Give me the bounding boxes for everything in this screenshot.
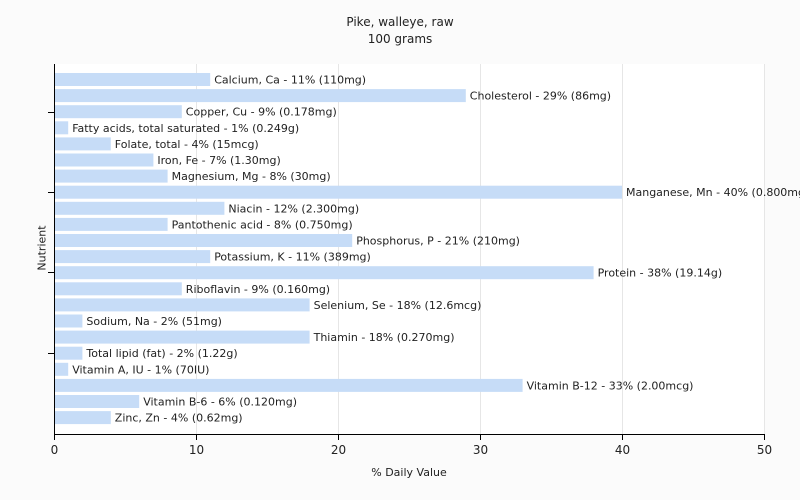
bar bbox=[55, 362, 69, 376]
bar bbox=[55, 105, 182, 119]
bar bbox=[55, 395, 140, 408]
x-tick-label: 0 bbox=[51, 443, 59, 457]
bar bbox=[55, 314, 83, 328]
bar bbox=[55, 346, 83, 360]
bar-label: Copper, Cu - 9% (0.178mg) bbox=[186, 106, 337, 119]
bar bbox=[55, 266, 594, 280]
bar-label: Riboflavin - 9% (0.160mg) bbox=[186, 283, 330, 296]
bar bbox=[55, 73, 211, 86]
bar bbox=[55, 169, 168, 183]
bar-label: Vitamin B-6 - 6% (0.120mg) bbox=[143, 396, 297, 409]
bar-label: Vitamin A, IU - 1% (70IU) bbox=[72, 363, 209, 376]
bar-label: Niacin - 12% (2.300mg) bbox=[228, 202, 359, 215]
bar bbox=[55, 234, 353, 247]
bar bbox=[55, 185, 622, 199]
bar bbox=[55, 89, 466, 103]
plot-area bbox=[54, 64, 764, 434]
x-tick-label: 20 bbox=[331, 443, 346, 457]
x-tick-label: 50 bbox=[757, 443, 772, 457]
bar-label: Zinc, Zn - 4% (0.62mg) bbox=[115, 412, 243, 425]
bar bbox=[55, 153, 154, 167]
bar-label: Manganese, Mn - 40% (0.800mg) bbox=[626, 186, 800, 199]
bar bbox=[55, 282, 182, 296]
bar bbox=[55, 121, 69, 135]
bar bbox=[55, 411, 111, 425]
bar-label: Selenium, Se - 18% (12.6mcg) bbox=[314, 299, 482, 312]
y-axis-label: Nutrient bbox=[35, 225, 49, 271]
bar-label: Protein - 38% (19.14g) bbox=[598, 267, 723, 280]
bar-label: Sodium, Na - 2% (51mg) bbox=[86, 315, 222, 328]
bar bbox=[55, 330, 310, 344]
x-tick-label: 40 bbox=[615, 443, 630, 457]
bar bbox=[55, 217, 168, 231]
bar-label: Phosphorus, P - 21% (210mg) bbox=[356, 235, 520, 248]
bar-label: Total lipid (fat) - 2% (1.22g) bbox=[85, 347, 237, 360]
bar-label: Vitamin B-12 - 33% (2.00mcg) bbox=[527, 379, 694, 392]
x-tick-label: 30 bbox=[473, 443, 488, 457]
bar-label: Folate, total - 4% (15mcg) bbox=[115, 138, 259, 151]
bar bbox=[55, 201, 225, 215]
bar-label: Magnesium, Mg - 8% (30mg) bbox=[172, 170, 331, 183]
bar-label: Thiamin - 18% (0.270mg) bbox=[313, 331, 455, 344]
bar bbox=[55, 298, 310, 312]
bar-label: Fatty acids, total saturated - 1% (0.249… bbox=[72, 122, 299, 135]
x-axis-label: % Daily Value bbox=[371, 466, 447, 479]
bar bbox=[55, 250, 211, 264]
bar-label: Iron, Fe - 7% (1.30mg) bbox=[157, 154, 280, 167]
chart-subtitle: 100 grams bbox=[367, 32, 433, 46]
chart-title: Pike, walleye, raw bbox=[346, 15, 454, 29]
bar-label: Cholesterol - 29% (86mg) bbox=[470, 90, 611, 103]
chart-title-block: Pike, walleye, raw 100 grams bbox=[0, 14, 800, 48]
bar-label: Calcium, Ca - 11% (110mg) bbox=[214, 74, 366, 87]
x-tick-label: 10 bbox=[189, 443, 204, 457]
bar-label: Pantothenic acid - 8% (0.750mg) bbox=[172, 218, 353, 231]
bar bbox=[55, 378, 523, 392]
bar bbox=[55, 137, 111, 151]
bar-label: Potassium, K - 11% (389mg) bbox=[214, 251, 371, 264]
